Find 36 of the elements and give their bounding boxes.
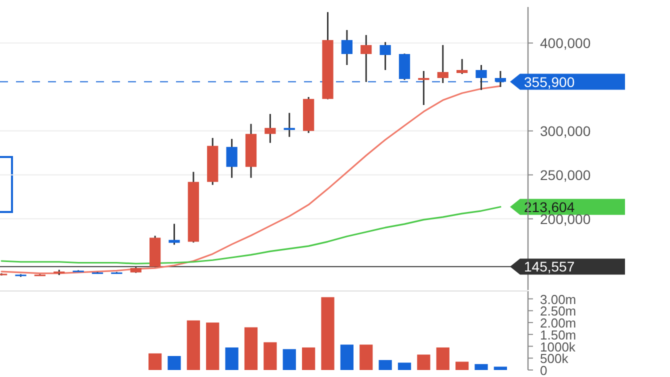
line-series — [0, 206, 502, 264]
ref-line-label: 355,900 — [524, 74, 575, 90]
bar — [398, 362, 412, 370]
ref-line-label: 145,557 — [524, 258, 575, 275]
candlestick — [264, 113, 276, 144]
candlestick — [341, 29, 352, 66]
bar — [264, 342, 277, 370]
candlestick — [168, 223, 180, 246]
bar — [206, 322, 220, 370]
bar — [148, 353, 162, 370]
bar — [282, 349, 296, 370]
y-tick-label: 250,000 — [540, 166, 591, 183]
bar — [417, 354, 430, 370]
candlestick — [226, 138, 238, 179]
y-tick-label: 400,000 — [540, 35, 591, 52]
bar — [494, 366, 507, 370]
candlestick — [437, 44, 448, 84]
line-series — [0, 85, 502, 274]
bar — [474, 364, 488, 370]
bar — [244, 327, 258, 370]
candlestick — [284, 112, 295, 138]
bar — [455, 362, 469, 370]
candlestick — [360, 34, 372, 83]
bar — [340, 344, 354, 370]
candlestick — [380, 41, 391, 71]
bar — [168, 356, 181, 370]
bar — [321, 297, 334, 370]
candlestick — [456, 58, 468, 75]
bar — [436, 347, 450, 370]
bar — [225, 347, 238, 370]
y-tick-label: 300,000 — [540, 122, 591, 139]
bar — [186, 320, 200, 370]
candlestick — [418, 70, 430, 106]
bar — [302, 347, 316, 370]
bar — [360, 344, 373, 370]
bar — [378, 360, 392, 370]
